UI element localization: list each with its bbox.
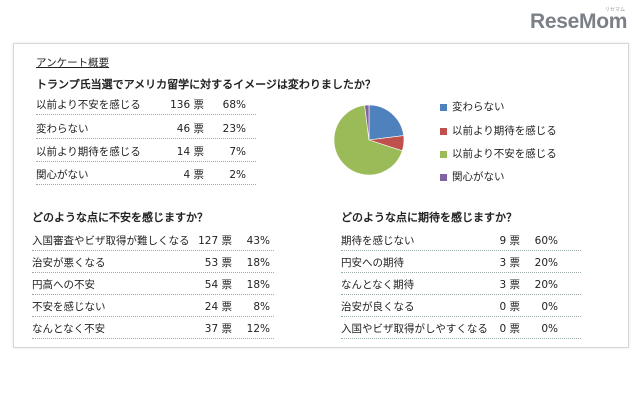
overview-label: アンケート概要	[36, 57, 110, 69]
legend-swatch	[440, 151, 447, 158]
expectation-heading: どのような点に期待を感じますか？	[341, 211, 517, 224]
row-label: 不安を感じない	[32, 301, 106, 313]
pie-slice	[364, 104, 370, 141]
row-count: 0 票	[499, 323, 520, 335]
question-title: トランプ氏当選でアメリカ留学に対するイメージは変わりましたか？	[36, 78, 376, 91]
row-divider	[36, 184, 256, 185]
row-count: 3 票	[499, 257, 520, 269]
row-count: 53 票	[204, 257, 232, 269]
row-divider	[36, 138, 256, 139]
row-pct: 7%	[229, 146, 246, 158]
legend-label: 関心がない	[452, 171, 505, 183]
row-label: 治安が良くなる	[341, 301, 415, 313]
row-pct: 18%	[246, 279, 270, 291]
row-label: 以前より不安を感じる	[36, 99, 141, 111]
row-label: 円安への期待	[341, 257, 404, 269]
row-count: 136 票	[170, 99, 204, 111]
row-pct: 0%	[541, 323, 558, 335]
pie-slice	[368, 104, 405, 141]
row-divider	[341, 272, 581, 273]
row-pct: 2%	[229, 169, 246, 181]
legend-swatch	[440, 128, 447, 135]
row-divider	[341, 250, 581, 251]
row-pct: 8%	[253, 301, 270, 313]
row-count: 127 票	[198, 235, 232, 247]
resemom-logo[interactable]: ReseMom	[530, 10, 628, 33]
resemom-logo-subtext: リセマム	[605, 7, 626, 13]
row-label: 期待を感じない	[341, 235, 415, 247]
row-label: なんとなく期待	[341, 279, 415, 291]
row-divider	[341, 294, 581, 295]
row-count: 3 票	[499, 279, 520, 291]
legend-label: 以前より不安を感じる	[452, 148, 557, 160]
row-divider	[36, 161, 256, 162]
row-count: 54 票	[204, 279, 232, 291]
row-divider	[32, 294, 274, 295]
row-divider	[32, 272, 274, 273]
row-label: 入国やビザ取得がしやすくなる	[341, 323, 488, 335]
row-pct: 0%	[541, 301, 558, 313]
row-count: 46 票	[176, 123, 204, 135]
row-divider	[341, 338, 581, 339]
row-label: 関心がない	[36, 169, 89, 181]
row-divider	[36, 114, 256, 115]
row-count: 14 票	[176, 146, 204, 158]
row-label: 以前より期待を感じる	[36, 146, 141, 158]
legend-label: 以前より期待を感じる	[452, 125, 557, 137]
row-label: 治安が悪くなる	[32, 257, 106, 269]
pie-chart	[333, 104, 405, 176]
row-count: 0 票	[499, 301, 520, 313]
pie-slice	[333, 104, 403, 176]
row-pct: 60%	[534, 235, 558, 247]
row-pct: 20%	[534, 279, 558, 291]
row-label: 入国審査やビザ取得が難しくなる	[32, 235, 190, 247]
row-label: 変わらない	[36, 123, 89, 135]
row-pct: 23%	[222, 123, 246, 135]
row-pct: 68%	[222, 99, 246, 111]
anxiety-heading: どのような点に不安を感じますか？	[32, 211, 208, 224]
row-count: 24 票	[204, 301, 232, 313]
row-pct: 43%	[246, 235, 270, 247]
row-label: なんとなく不安	[32, 323, 106, 335]
row-divider	[32, 316, 274, 317]
legend-label: 変わらない	[452, 101, 505, 113]
row-pct: 20%	[534, 257, 558, 269]
row-count: 37 票	[204, 323, 232, 335]
row-count: 4 票	[183, 169, 204, 181]
row-divider	[32, 338, 274, 339]
row-divider	[32, 250, 274, 251]
row-label: 円高への不安	[32, 279, 95, 291]
survey-panel: アンケート概要 トランプ氏当選でアメリカ留学に対するイメージは変わりましたか？ …	[13, 43, 629, 348]
legend-swatch	[440, 104, 447, 111]
row-count: 9 票	[499, 235, 520, 247]
row-divider	[341, 316, 581, 317]
legend-swatch	[440, 174, 447, 181]
row-pct: 12%	[246, 323, 270, 335]
row-pct: 18%	[246, 257, 270, 269]
